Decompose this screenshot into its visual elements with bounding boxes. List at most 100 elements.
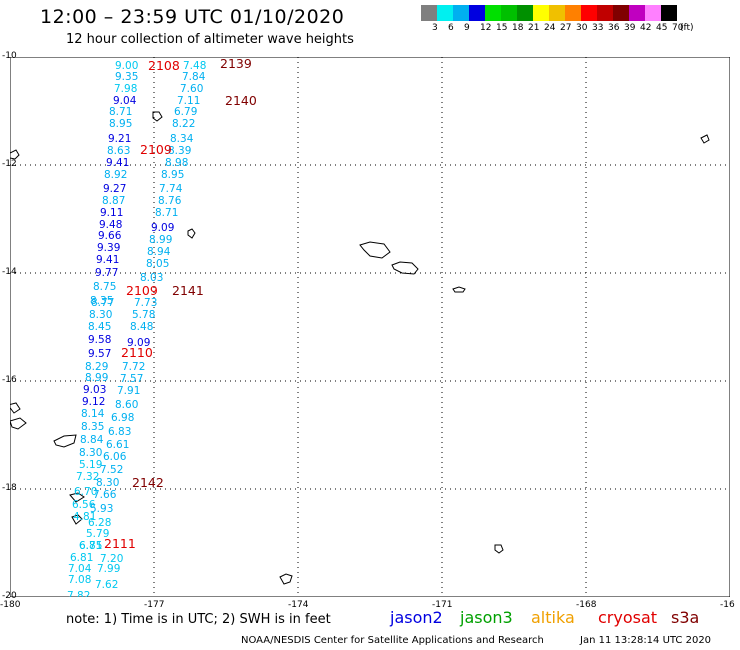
wave-height-value: 8.05: [146, 258, 169, 270]
latitude-tick-label: -12: [2, 159, 17, 169]
island-outline: [10, 417, 27, 430]
legend-item-jason2: jason2: [390, 608, 443, 627]
color-scale-label: 42: [640, 23, 652, 33]
generated-timestamp: Jan 11 13:28:14 UTC 2020: [580, 635, 712, 646]
wave-height-value: 4.81: [73, 511, 96, 523]
island-outline: [279, 573, 293, 585]
color-swatch: [613, 5, 629, 21]
color-swatch: [629, 5, 645, 21]
island-outline: [53, 434, 77, 448]
wave-height-value: 9.11: [100, 207, 123, 219]
wave-height-value: 8.75: [93, 281, 116, 293]
color-scale-label: 6: [448, 23, 454, 33]
wave-height-values: 9.00 7.48 9.35 7.84 7.98 7.60 9.04 7.11 8.71 6.79…: [67, 60, 206, 597]
island-outline: [391, 261, 419, 275]
color-scale-label: (ft): [680, 23, 694, 33]
wave-height-value: 8.34: [170, 133, 194, 145]
longitude-tick-label: -16: [720, 600, 735, 610]
color-swatch: [469, 5, 485, 21]
wave-height-value: 8.30: [79, 447, 102, 459]
color-swatch: [661, 5, 677, 21]
color-scale-label: 9: [464, 23, 470, 33]
wave-height-value: 8.84: [80, 434, 104, 446]
wave-height-value: 8.14: [81, 408, 105, 420]
wave-height-value: 7.32: [76, 471, 99, 483]
pass-time-label: 2141: [172, 283, 204, 298]
wave-height-value: 8.92: [104, 169, 127, 181]
map-frame: [10, 57, 730, 597]
color-scale-label: 18: [512, 23, 524, 33]
chart-title: 12:00 – 23:59 UTC 01/10/2020: [40, 6, 345, 28]
pass-time-label: 2109: [126, 283, 158, 298]
wave-height-value: 8.45: [88, 321, 111, 333]
wave-height-value: 8.30: [96, 477, 119, 489]
wave-height-value: 8.87: [102, 195, 125, 207]
wave-height-value: 7.66: [93, 489, 117, 501]
wave-height-value: 8.63: [107, 145, 130, 157]
wave-height-value: 7.98: [114, 83, 137, 95]
longitude-tick-label: -177: [144, 600, 165, 610]
wave-height-value: 9.27: [103, 183, 126, 195]
wave-height-value: 8.77: [91, 297, 114, 309]
color-swatch: [565, 5, 581, 21]
wave-height-value: 5.78: [132, 309, 155, 321]
color-scale-label: 21: [528, 23, 540, 33]
pass-time-label: 2140: [225, 93, 257, 108]
color-scale-label: 33: [592, 23, 604, 33]
wave-height-value: 9.21: [108, 133, 131, 145]
color-swatch: [453, 5, 469, 21]
wave-height-value: 8.95: [109, 118, 132, 130]
color-scale-bar: [421, 5, 677, 21]
color-scale-label: 15: [496, 23, 508, 33]
wave-height-value: 7.20: [100, 553, 123, 565]
longitude-tick-label: -174: [288, 600, 309, 610]
longitude-tick-label: -168: [576, 600, 597, 610]
wave-height-value: 8.76: [158, 195, 182, 207]
island-outline: [700, 134, 710, 144]
wave-height-value: 8.29: [85, 361, 108, 373]
wave-height-value: 8.35: [81, 421, 104, 433]
island-outline: [10, 402, 21, 414]
wave-height-value: 7.62: [95, 579, 118, 591]
color-scale-label: 12: [480, 23, 492, 33]
wave-height-value: 6.28: [88, 517, 111, 529]
wave-height-value: 9.41: [106, 157, 129, 169]
footnote: note: 1) Time is in UTC; 2) SWH is in fe…: [66, 612, 331, 627]
wave-height-value: 7.84: [182, 71, 206, 83]
wave-height-value: 7.52: [100, 464, 123, 476]
pass-time-label: 2142: [132, 475, 164, 490]
wave-height-value: 8.30: [89, 309, 112, 321]
color-swatch: [549, 5, 565, 21]
longitude-tick-label: -180: [0, 600, 21, 610]
wave-height-value: 6.71: [79, 540, 102, 552]
wave-height-value: 9.58: [88, 334, 111, 346]
wave-height-value: 6.61: [106, 439, 129, 451]
color-swatch: [517, 5, 533, 21]
wave-height-value: 8.71: [155, 207, 178, 219]
latitude-tick-label: -20: [2, 591, 17, 601]
wave-height-value: 8.39: [168, 145, 191, 157]
color-swatch: [421, 5, 437, 21]
wave-height-value: 7.60: [180, 83, 203, 95]
wave-height-value: 9.09: [151, 222, 174, 234]
color-swatch: [533, 5, 549, 21]
color-scale-label: 30: [576, 23, 588, 33]
wave-height-value: 9.39: [97, 242, 120, 254]
color-swatch: [485, 5, 501, 21]
island-outline: [69, 492, 85, 503]
island-outline: [452, 286, 466, 293]
wave-height-value: 6.56: [72, 499, 96, 511]
map-grid: [10, 57, 730, 597]
wave-height-value: 5.93: [90, 503, 113, 515]
island-outline: [187, 228, 196, 239]
color-scale-label: 45: [656, 23, 668, 33]
wave-height-value: 9.09: [127, 337, 150, 349]
wave-height-value: 6.81: [70, 552, 93, 564]
wave-height-value: 8.95: [161, 169, 184, 181]
color-swatch: [437, 5, 453, 21]
color-scale-label: 24: [544, 23, 556, 33]
color-swatch: [645, 5, 661, 21]
wave-height-value: 9.57: [88, 348, 111, 360]
pass-time-labels: 2108 2139 2140 2109 2109 2141 2110 2142 2111: [104, 57, 257, 551]
wave-height-value: 5.19: [79, 459, 102, 471]
